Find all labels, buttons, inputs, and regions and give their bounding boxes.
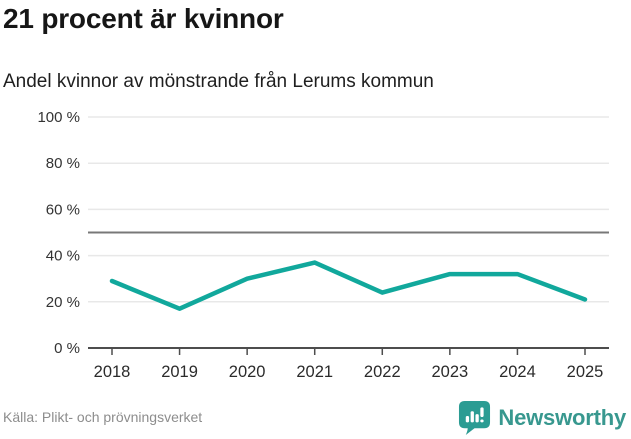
x-axis-tick-label: 2022 bbox=[364, 363, 401, 381]
y-axis-tick-label: 40 % bbox=[46, 248, 80, 265]
x-axis-tick-label: 2018 bbox=[94, 363, 131, 381]
x-axis-tick-label: 2024 bbox=[499, 363, 536, 381]
y-axis-tick-label: 60 % bbox=[46, 201, 80, 218]
source-note: Källa: Plikt- och prövningsverket bbox=[3, 409, 203, 425]
x-axis-tick-label: 2025 bbox=[567, 363, 604, 381]
x-axis-tick-label: 2021 bbox=[296, 363, 333, 381]
chart-subtitle: Andel kvinnor av mönstrande från Lerums … bbox=[3, 71, 434, 92]
y-axis-tick-label: 100 % bbox=[37, 109, 80, 126]
newsworthy-logo: Newsworthy bbox=[458, 400, 626, 436]
x-axis-tick-label: 2023 bbox=[431, 363, 468, 381]
data-line-andel-kvinnor bbox=[109, 260, 588, 311]
y-axis-tick-label: 20 % bbox=[46, 294, 80, 311]
newsworthy-logo-icon bbox=[459, 401, 491, 435]
x-axis-tick-label: 2019 bbox=[161, 363, 198, 381]
x-axis-tick-label: 2020 bbox=[229, 363, 266, 381]
y-axis-tick-label: 0 % bbox=[54, 340, 80, 357]
chart-title: 21 procent är kvinnor bbox=[3, 3, 284, 34]
newsworthy-logo-text: Newsworthy bbox=[498, 405, 626, 430]
y-axis-tick-label: 80 % bbox=[46, 155, 80, 172]
